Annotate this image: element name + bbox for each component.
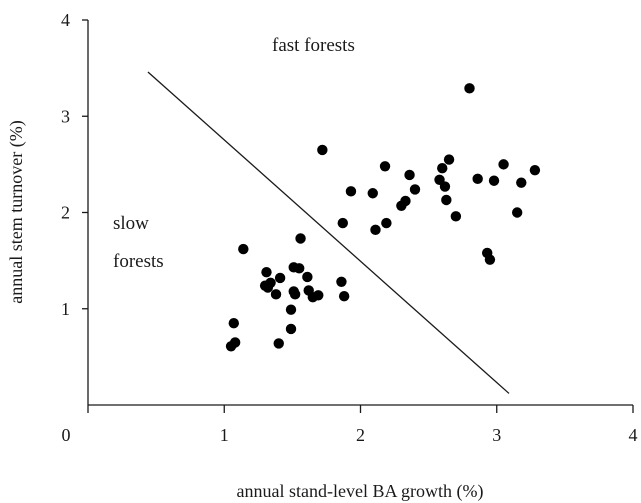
data-point (450, 211, 462, 222)
y-ticks: 1 2 3 4 (61, 10, 88, 319)
data-point (337, 217, 348, 229)
data-point (379, 161, 391, 172)
x-axis: 0 1 2 3 4 (62, 404, 638, 445)
data-point (228, 317, 239, 329)
y-tick-label: 2 (61, 203, 70, 223)
data-point (516, 177, 527, 188)
data-point (345, 186, 357, 197)
data-point (270, 289, 282, 300)
data-point (238, 243, 249, 255)
data-point (439, 181, 451, 192)
data-point (498, 159, 509, 170)
data-point (404, 169, 415, 181)
x-tick-label: 4 (629, 425, 638, 445)
x-tick-label: 1 (220, 425, 229, 445)
x-tick-label: 0 (62, 425, 71, 445)
data-point (273, 338, 284, 349)
data-point (464, 83, 475, 94)
data-point (338, 291, 350, 302)
data-point (313, 290, 324, 301)
data-point (511, 207, 523, 218)
data-point (289, 289, 301, 300)
data-point (261, 266, 272, 278)
data-point (381, 217, 392, 229)
divider-line (147, 71, 510, 394)
data-point (274, 272, 286, 284)
data-point (472, 173, 483, 185)
data-point (229, 337, 241, 348)
data-point (367, 188, 378, 199)
data-point (484, 254, 496, 265)
data-point (265, 277, 276, 288)
data-point (441, 194, 452, 206)
data-point (302, 271, 313, 283)
data-point (370, 224, 381, 236)
data-point (529, 164, 541, 176)
data-point (317, 144, 328, 156)
data-point (443, 154, 455, 165)
annotation-forests: forests (113, 251, 164, 272)
y-axis-title: annual stem turnover (%) (6, 120, 27, 303)
data-point (336, 276, 347, 287)
data-point (293, 263, 305, 274)
data-point (295, 233, 306, 244)
data-point (409, 184, 421, 195)
x-tick-label: 3 (492, 425, 501, 445)
annotation-fast-forests: fast forests (272, 35, 355, 56)
y-tick-label: 1 (61, 299, 70, 319)
x-tick-label: 2 (356, 425, 365, 445)
data-point (285, 323, 297, 335)
x-axis-title: annual stand-level BA growth (%) (237, 481, 484, 502)
data-point (400, 195, 411, 207)
data-points (225, 83, 541, 352)
data-point (437, 163, 448, 174)
y-tick-label: 4 (61, 10, 70, 30)
annotation-slow: slow (113, 213, 149, 234)
y-axis: 1 2 3 4 (61, 10, 89, 405)
y-tick-label: 3 (61, 106, 70, 126)
x-ticks: 0 1 2 3 4 (62, 405, 638, 445)
data-point (285, 304, 297, 315)
data-point (488, 175, 500, 186)
